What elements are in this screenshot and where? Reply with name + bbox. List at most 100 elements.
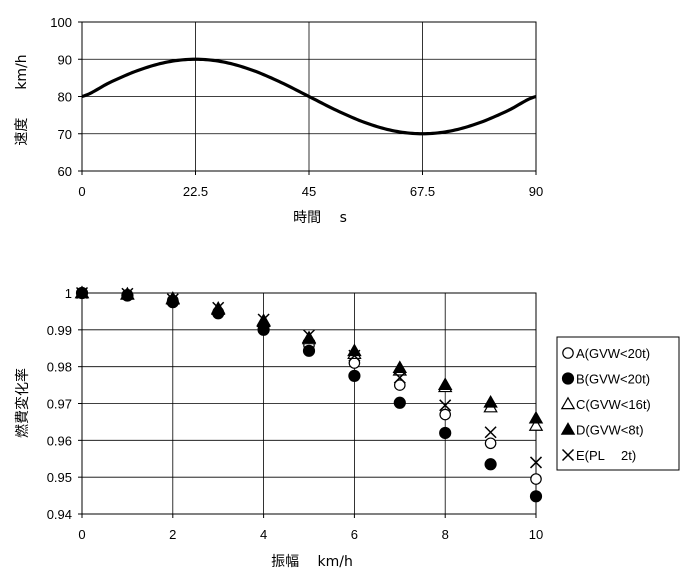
top-ytick-0: 60	[58, 164, 72, 179]
bot-ytick-5: 0.99	[47, 323, 72, 338]
top-xtick-0: 0	[78, 184, 85, 199]
bottom-series	[74, 285, 544, 503]
bot-ytick-0: 0.94	[47, 507, 72, 522]
legend-item-3: D(GVW<8t)	[560, 422, 644, 438]
point-s0-8-shape	[439, 408, 451, 421]
point-s3-5-shape	[301, 330, 317, 344]
top-series-line-0	[81, 57, 537, 136]
legend-marker-4	[561, 448, 575, 462]
point-s4-4	[257, 313, 270, 326]
legend-item-0: A(GVW<20t)	[562, 346, 650, 361]
point-s1-7-shape	[393, 396, 406, 409]
point-s4-3	[212, 301, 225, 314]
point-s1-6-shape	[348, 369, 361, 382]
point-s1-8-shape	[439, 426, 452, 440]
point-s4-5-stroke-b	[302, 329, 316, 342]
top-ytick-3: 90	[58, 52, 72, 67]
point-s4-7-stroke-b	[393, 371, 406, 384]
point-s1-10-shape	[529, 490, 543, 503]
point-s3-10	[528, 410, 544, 424]
legend-box	[556, 336, 680, 471]
legend-marker-2-shape	[560, 396, 576, 410]
top-ytick-1: 70	[58, 127, 72, 142]
point-s4-0-stroke-b	[75, 286, 89, 300]
bot-xtick-1: 2	[169, 527, 176, 542]
bottom-x-axis-label: 振幅 km/h	[271, 554, 353, 570]
bottom-y-axis-label: 燃費変化率	[14, 368, 31, 438]
legend-marker-1	[561, 372, 575, 385]
legend-label-4: E(PL 2t)	[576, 448, 636, 463]
point-s4-6-stroke-b	[348, 349, 361, 362]
top-xtick-4: 90	[529, 184, 543, 199]
series-1	[75, 286, 543, 503]
legend-marker-4-stroke-b	[561, 448, 575, 462]
legend-item-4: E(PL 2t)	[561, 448, 636, 463]
point-s1-9-shape	[484, 458, 497, 471]
bottom-y-tick-labels: 0.94 0.95 0.96 0.97 0.98 0.99 1	[47, 286, 72, 522]
legend-item-2: C(GVW<16t)	[560, 396, 651, 412]
point-s4-10-stroke-b	[529, 456, 543, 469]
top-ytick-2: 80	[58, 90, 72, 105]
series-2	[74, 285, 544, 431]
legend-marker-0-shape	[562, 347, 574, 359]
legend-marker-2	[560, 396, 576, 410]
point-s4-2-stroke-b	[166, 293, 179, 306]
legend-marker-3-shape	[560, 422, 576, 435]
point-s1-10	[529, 490, 543, 503]
point-s3-9	[483, 394, 498, 408]
point-s4-9	[484, 426, 497, 439]
legend: A(GVW<20t) B(GVW<20t) C(GVW<16t) D(GVW<8t) E…	[556, 336, 680, 471]
top-xtick-1: 22.5	[183, 184, 208, 199]
point-s4-1-stroke-b	[121, 287, 134, 300]
speed-time-chart: 0 22.5 45 67.5 90 60 70 80 90 100 時間 s 速度 km/h	[14, 15, 543, 226]
top-x-axis-label: 時間 s	[293, 210, 347, 226]
point-s0-9	[484, 437, 497, 450]
top-ytick-4: 100	[50, 15, 72, 30]
point-s4-10	[529, 456, 543, 469]
legend-items: A(GVW<20t) B(GVW<20t) C(GVW<16t) D(GVW<8t) E…	[560, 346, 651, 463]
legend-marker-1-shape	[561, 372, 575, 385]
bot-xtick-3: 6	[351, 527, 358, 542]
point-s4-6	[348, 349, 361, 362]
top-y-tick-labels: 60 70 80 90 100	[50, 15, 72, 179]
point-s3-6	[347, 343, 362, 357]
legend-item-1: B(GVW<20t)	[561, 372, 650, 387]
bot-xtick-5: 10	[529, 527, 543, 542]
bottom-gridlines	[78, 292, 537, 518]
point-s4-8	[439, 399, 452, 412]
legend-label-3: D(GVW<8t)	[576, 423, 644, 438]
point-s0-7	[393, 379, 406, 391]
top-x-tick-labels: 0 22.5 45 67.5 90	[78, 184, 543, 199]
point-s4-5	[302, 329, 316, 342]
point-s3-9-shape	[483, 394, 498, 408]
top-xtick-3: 67.5	[410, 184, 435, 199]
point-s1-9	[484, 458, 497, 471]
point-s4-3-stroke-b	[212, 301, 225, 314]
point-s3-5	[301, 330, 317, 344]
point-s2-10	[528, 418, 544, 431]
legend-label-1: B(GVW<20t)	[576, 372, 650, 387]
point-s1-6	[348, 369, 361, 382]
point-s4-9-stroke-b	[484, 426, 497, 439]
fuel-change-chart: 0 2 4 6 8 10 0.94 0.95 0.96 0.97 0.98 0.99 1 振幅 km/…	[14, 285, 680, 570]
bottom-x-tick-labels: 0 2 4 6 8 10	[78, 527, 543, 542]
legend-marker-0	[562, 347, 574, 359]
point-s1-5-shape	[302, 344, 316, 357]
bot-ytick-6: 1	[65, 286, 72, 301]
legend-label-0: A(GVW<20t)	[576, 346, 650, 361]
point-s0-9-shape	[484, 437, 497, 450]
bot-ytick-3: 0.97	[47, 397, 72, 412]
top-series	[81, 57, 537, 136]
bot-ytick-1: 0.95	[47, 470, 72, 485]
point-s3-6-shape	[347, 343, 362, 357]
point-s4-8-stroke-b	[439, 399, 452, 412]
point-s4-0	[75, 286, 89, 300]
bot-plot-frame	[81, 292, 537, 515]
point-s3-7-shape	[392, 360, 408, 374]
legend-marker-3	[560, 422, 576, 435]
point-s4-7	[393, 371, 406, 384]
point-s0-10	[530, 473, 542, 485]
point-s3-8	[437, 377, 453, 390]
point-s3-10-shape	[528, 410, 544, 424]
